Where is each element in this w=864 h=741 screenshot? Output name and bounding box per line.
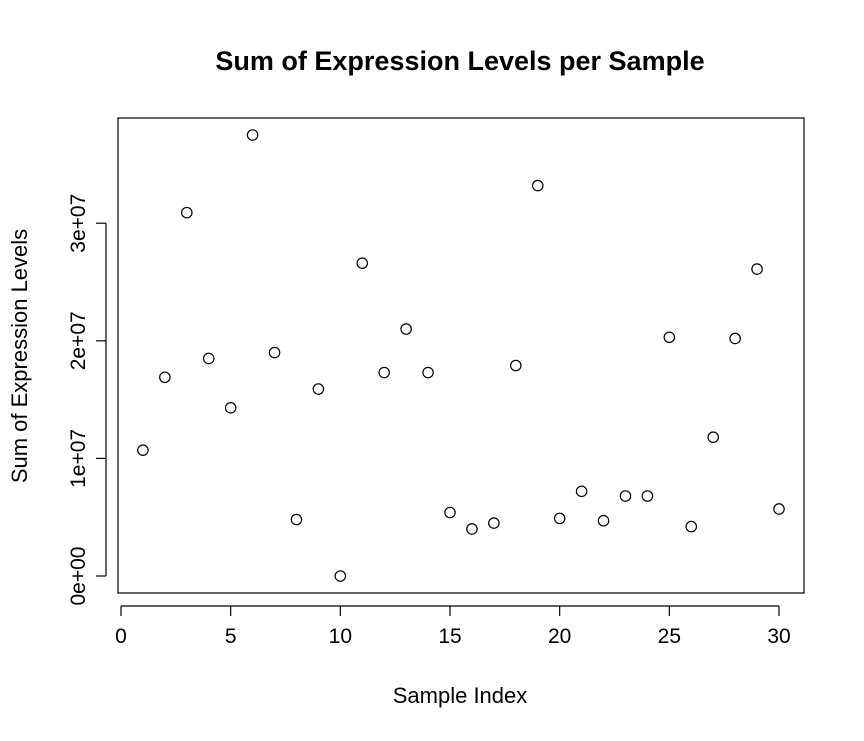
data-point — [181, 206, 193, 219]
data-point — [444, 506, 456, 519]
data-point — [553, 512, 566, 525]
data-point — [159, 371, 171, 384]
data-point — [685, 520, 698, 533]
x-tick-label: 10 — [329, 625, 352, 648]
x-tick-label: 30 — [767, 625, 790, 648]
data-point — [290, 513, 303, 526]
x-axis-label: Sample Index — [393, 683, 528, 708]
y-tick-label: 1e+07 — [67, 429, 90, 488]
data-point — [641, 490, 654, 502]
data-point — [531, 179, 544, 192]
data-points — [137, 129, 785, 582]
data-point — [137, 444, 149, 456]
data-point — [729, 332, 741, 345]
y-axis-label: Sum of Expression Levels — [7, 229, 32, 483]
data-point — [202, 352, 215, 365]
data-point — [509, 359, 522, 372]
data-point — [400, 323, 412, 335]
y-tick-label: 2e+07 — [67, 311, 90, 370]
data-point — [268, 346, 281, 359]
data-point — [378, 366, 390, 379]
y-tick-label: 0e+00 — [67, 547, 90, 606]
data-point — [422, 366, 434, 379]
y-tick-label: 3e+07 — [67, 194, 90, 253]
x-tick-label: 5 — [225, 625, 237, 648]
x-tick-label: 0 — [115, 625, 127, 648]
data-point — [224, 402, 237, 414]
data-point — [773, 503, 785, 515]
data-point — [597, 514, 610, 527]
chart-title: Sum of Expression Levels per Sample — [215, 46, 704, 76]
x-axis: 0 5 10 15 20 25 30 — [115, 605, 791, 648]
data-point — [751, 263, 763, 275]
data-point — [466, 523, 478, 535]
y-axis: 0e+00 1e+07 2e+07 3e+07 — [67, 194, 107, 606]
data-point — [707, 431, 719, 444]
plot-frame — [117, 117, 805, 594]
data-point — [334, 570, 347, 582]
data-point — [356, 257, 369, 269]
x-tick-label: 25 — [658, 625, 681, 648]
data-point — [663, 331, 676, 344]
data-point — [312, 383, 325, 395]
data-point — [488, 517, 500, 529]
x-tick-label: 15 — [438, 625, 461, 648]
data-point — [619, 490, 632, 502]
data-point — [246, 129, 259, 141]
x-tick-label: 20 — [548, 625, 571, 648]
data-point — [575, 485, 588, 498]
